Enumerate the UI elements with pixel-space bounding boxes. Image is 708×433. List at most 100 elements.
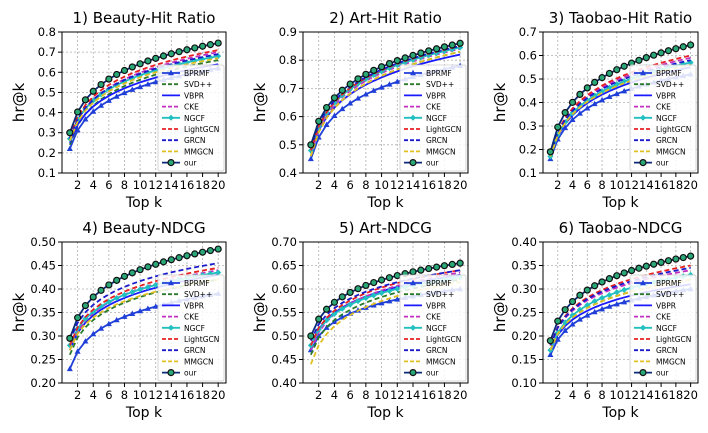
x-axis-label: Top k [366,405,404,421]
data-point [664,257,673,265]
data-point [89,87,97,95]
legend-marker [640,69,646,76]
data-point [569,321,576,327]
y-tick-label: 0.8 [279,53,297,67]
data-point [214,245,222,253]
data-point [425,47,433,55]
y-tick-label: 0.35 [30,306,56,320]
data-point [97,80,105,89]
data-point [346,80,354,88]
chart-title: 3) Taobao-Hit Ratio [549,9,692,27]
data-point [606,93,613,100]
data-point [74,108,82,116]
y-tick-label: 0.2 [519,143,537,157]
legend-label: MMGCN [656,357,686,366]
x-tick-label: 20 [683,178,698,192]
data-point [606,303,613,309]
legend-box [157,64,225,172]
y-tick-label: 0.20 [30,376,56,390]
legend-label: LightGCN [426,125,461,134]
data-point [378,290,385,297]
data-point [635,56,643,64]
data-point [554,317,562,325]
x-tick-label: 18 [195,178,210,192]
data-point [621,298,628,305]
data-point [583,84,591,92]
data-point [562,327,569,333]
data-point [362,295,369,302]
data-point [547,351,554,357]
data-point [82,315,89,322]
data-point [687,252,695,260]
data-point [113,93,120,99]
legend-label: BPRMF [426,69,452,78]
chart-panel-6: 0.10 0.15 0.20 0.25 0.30 0.35 0.40 2 4 6 8 10 12 14 16… [491,219,699,421]
y-axis-label: hr@k [10,293,28,333]
y-tick-label: 0.35 [511,259,537,273]
x-tick-label: 16 [421,388,436,402]
data-point [362,91,369,97]
data-point [323,317,330,324]
data-point [598,74,606,82]
data-point [378,84,385,90]
x-tick-label: 20 [211,178,226,192]
data-point [354,75,362,83]
legend-label: MMGCN [656,147,686,156]
data-point [562,124,569,131]
series-line-lightgcn [310,269,461,346]
legend-label: SVD++ [656,290,684,299]
legend-label: BPRMF [184,69,210,78]
data-point [613,272,621,280]
legend-label: our [656,369,669,378]
legend-label: VBPR [656,301,676,310]
data-point [642,54,650,62]
data-point [591,308,598,315]
data-point [97,286,105,294]
data-point [362,70,370,78]
data-point [152,54,160,62]
legend-label: our [426,159,439,168]
series-line-mmgcn [68,57,219,142]
data-point [354,285,362,293]
data-point [432,45,441,53]
legend: BPRMF SVD++ VBPR CKE NGCF LightGCN GRCN MMGCN ou… [629,274,697,382]
data-point [347,100,354,106]
data-point [687,41,695,49]
data-point [605,69,614,78]
data-point [568,297,577,306]
data-point [417,266,425,274]
legend: BPRMF SVD++ VBPR CKE NGCF LightGCN GRCN MMGCN ou… [629,64,697,172]
data-point [113,70,121,79]
series-line-grcn [310,45,461,148]
x-tick-label: 4 [90,388,97,402]
data-point [554,123,562,131]
data-point [432,263,441,271]
data-point [425,264,433,273]
data-point [386,287,393,294]
data-point [105,75,113,83]
data-point [394,296,401,302]
data-point [370,278,378,287]
data-point [121,291,128,298]
data-point [635,264,643,272]
legend-label: NGCF [426,114,447,123]
y-tick-label: 0.2 [38,146,56,160]
legend-marker [167,159,175,167]
data-point [613,289,620,296]
data-point [385,274,394,282]
legend-label: LightGCN [656,125,691,134]
series-line-mmgcn [310,50,461,157]
y-axis-label: hr@k [251,83,269,123]
x-tick-label: 10 [133,178,148,192]
data-point [386,81,393,87]
legend-label: VBPR [184,91,204,100]
y-tick-label: 0.20 [511,329,537,343]
data-point [584,105,591,111]
legend-label: GRCN [656,136,678,145]
y-tick-label: 0.5 [279,138,297,152]
legend-marker [409,159,417,167]
legend-marker [167,369,175,377]
data-point [129,288,136,295]
data-point [576,90,584,99]
legend-label: VBPR [184,301,204,310]
